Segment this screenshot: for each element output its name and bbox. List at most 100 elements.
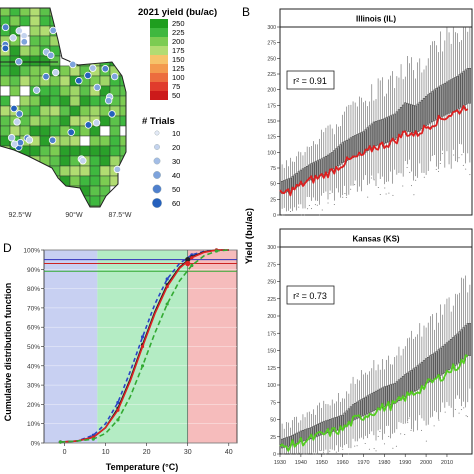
county-cell xyxy=(49,95,61,107)
boxplot-outlier xyxy=(283,214,285,216)
cdf-xlabel: Temperature (°C) xyxy=(106,462,178,472)
boxplot-box xyxy=(420,361,424,387)
boxplot-box xyxy=(431,354,434,381)
kansas-yield-panel: Kansas (KS) 0 25 50 75 100 125 150 175 200 225 250… xyxy=(267,228,473,466)
y-tick-label: 25 xyxy=(270,197,276,203)
y-tick-label: 75 xyxy=(270,400,276,406)
county-cell xyxy=(29,195,41,207)
boxplot-outlier xyxy=(295,453,297,455)
boxplot-outlier xyxy=(302,453,304,455)
county-cell xyxy=(39,95,51,107)
boxplot-box xyxy=(337,146,340,167)
y-tick-label: 50% xyxy=(27,344,40,351)
boxplot-outlier xyxy=(298,452,300,454)
yield-legend-value: 125 xyxy=(172,64,185,73)
boxplot-box xyxy=(458,74,461,109)
cdf-series-point xyxy=(165,285,169,289)
boxplot-outlier xyxy=(406,166,408,168)
county-cell xyxy=(109,15,121,27)
county-cell xyxy=(79,15,91,27)
county-cell xyxy=(59,105,71,117)
county-cell xyxy=(109,35,121,47)
boxplot-box xyxy=(333,150,336,170)
boxplot-box xyxy=(372,391,376,411)
boxplot-box xyxy=(337,416,340,431)
county-cell xyxy=(119,105,126,117)
boxplot-outlier xyxy=(413,194,415,196)
boxplot-box xyxy=(443,82,446,116)
boxplot-box xyxy=(345,140,348,161)
boxplot-outlier xyxy=(444,411,446,413)
boxplot-box xyxy=(418,363,421,389)
boxplot-box xyxy=(454,335,457,366)
yield-legend-value: 225 xyxy=(172,28,185,37)
cdf-series-point xyxy=(140,364,145,368)
boxplot-box xyxy=(370,393,373,412)
boxplot-outlier xyxy=(354,445,356,447)
trial-site-dot xyxy=(84,121,93,129)
boxplot-box xyxy=(333,417,336,432)
county-cell xyxy=(89,8,101,17)
county-cell xyxy=(89,165,101,177)
county-cell xyxy=(9,165,21,177)
county-cell xyxy=(119,185,126,197)
y-tick-label: 80% xyxy=(27,286,40,293)
boxplot-box xyxy=(391,114,394,141)
boxplot-box xyxy=(335,417,338,431)
boxplot-outlier xyxy=(354,184,356,186)
boxplot-outlier xyxy=(423,176,425,178)
county-cell xyxy=(0,125,11,137)
county-cell xyxy=(9,75,21,87)
y-tick-label: 275 xyxy=(267,41,276,47)
boxplot-outlier xyxy=(312,453,314,455)
boxplot-box xyxy=(389,115,392,142)
boxplot-outlier xyxy=(373,179,375,181)
boxplot-box xyxy=(441,346,444,375)
boxplot-outlier xyxy=(314,453,316,455)
county-cell xyxy=(39,125,51,137)
boxplot-outlier xyxy=(300,214,302,216)
boxplot-outlier xyxy=(304,214,306,216)
yield-legend-value: 75 xyxy=(172,82,180,91)
boxplot-box xyxy=(370,123,373,148)
boxplot-outlier xyxy=(460,409,462,411)
boxplot-box xyxy=(439,347,442,376)
boxplot-box xyxy=(328,419,332,433)
boxplot-box xyxy=(420,99,424,129)
yield-legend-swatch xyxy=(150,73,168,82)
boxplot-outlier xyxy=(379,431,381,433)
boxplot-box xyxy=(362,398,365,416)
boxplot-outlier xyxy=(469,174,471,176)
boxplot-box xyxy=(414,367,417,392)
x-tick-label: 1980 xyxy=(378,460,390,466)
county-cell xyxy=(59,75,71,87)
county-cell xyxy=(79,95,91,107)
boxplot-outlier xyxy=(407,422,409,424)
county-cell xyxy=(49,85,61,97)
boxplot-box xyxy=(412,368,415,393)
y-tick-label: 150 xyxy=(267,119,276,125)
county-cell xyxy=(89,145,101,157)
county-cell xyxy=(0,75,11,87)
county-cell xyxy=(79,45,91,57)
county-cell xyxy=(49,105,61,117)
county-cell xyxy=(109,145,121,157)
county-cell xyxy=(69,45,81,57)
county-cell xyxy=(29,45,41,57)
boxplot-box xyxy=(301,430,305,442)
trials-legend-value: 20 xyxy=(172,143,180,152)
trial-site-dot xyxy=(25,136,34,144)
boxplot-box xyxy=(376,120,380,146)
county-cell xyxy=(99,155,111,167)
county-cell xyxy=(29,175,41,187)
boxplot-box xyxy=(408,371,411,395)
boxplot-box xyxy=(466,323,469,356)
y-tick-label: 20% xyxy=(27,402,40,409)
boxplot-box xyxy=(464,325,467,358)
county-cell xyxy=(0,55,11,67)
boxplot-outlier xyxy=(410,185,412,187)
boxplot-box xyxy=(424,96,428,126)
county-cell xyxy=(19,85,31,97)
boxplot-box xyxy=(335,148,338,168)
boxplot-box xyxy=(368,394,371,413)
